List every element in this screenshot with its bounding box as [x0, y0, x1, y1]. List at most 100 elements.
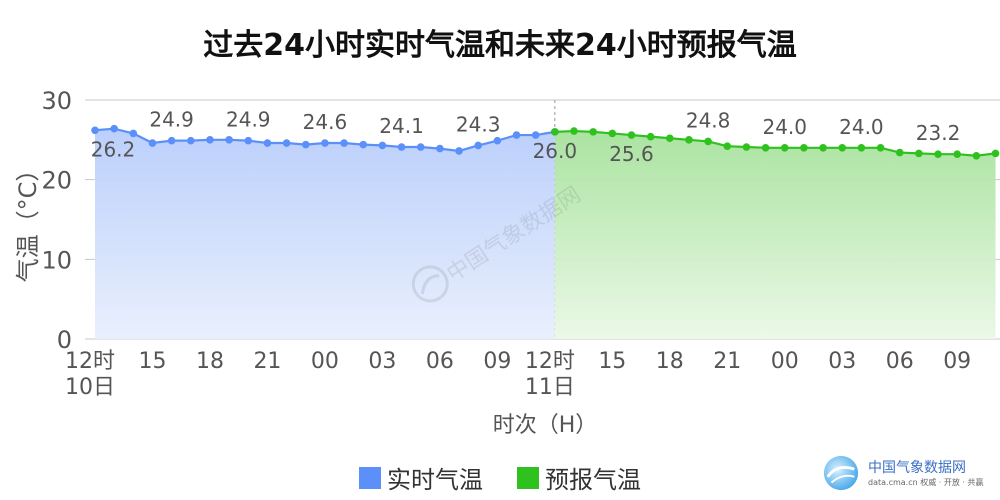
data-point: [608, 129, 617, 138]
data-label: 26.2: [91, 137, 136, 161]
data-label: 24.1: [379, 114, 424, 138]
data-point: [589, 128, 597, 136]
x-tick-label-line: 21: [253, 349, 281, 374]
x-tick-label: 15: [598, 349, 626, 374]
data-point: [742, 143, 751, 151]
chart-title: 过去24小时实时气温和未来24小时预报气温: [203, 28, 797, 63]
y-tick-label: 0: [57, 326, 72, 354]
data-point: [551, 128, 559, 136]
data-point: [225, 136, 233, 144]
y-axis-label: 气温（°C）: [14, 158, 42, 283]
x-tick-label: 18: [196, 349, 224, 374]
x-tick-label-line: 06: [426, 349, 454, 374]
x-tick-label-line: 15: [138, 349, 166, 374]
data-point: [359, 140, 368, 149]
data-point: [263, 139, 272, 147]
data-point: [780, 144, 789, 152]
data-point: [895, 148, 904, 157]
data-point: [321, 139, 329, 147]
x-tick-label: 03: [368, 349, 396, 374]
data-point: [493, 136, 502, 145]
x-tick-label-line: 03: [368, 349, 396, 374]
x-tick-label: 00: [771, 349, 799, 374]
data-point: [167, 136, 176, 145]
data-point: [761, 144, 770, 152]
x-tick-label-line: 11日: [525, 375, 575, 400]
data-label: 25.6: [609, 142, 654, 166]
x-tick-label: 06: [886, 349, 914, 374]
axes: 0 10 20 30 气温（°C） 12时 10日 15 18 21 00 03 06 09 12时 11日 1…: [14, 87, 971, 438]
area-fill-observed: [95, 128, 555, 339]
data-point: [110, 124, 118, 133]
x-tick-label-line: 09: [483, 349, 511, 374]
y-tick-label: 10: [41, 246, 72, 274]
x-tick-label-line: 21: [713, 349, 741, 374]
x-tick-label: 06: [426, 349, 454, 374]
legend-label-observed: 实时气温: [387, 466, 483, 494]
x-tick-label-line: 06: [886, 349, 914, 374]
cma-data-logo[interactable]: 中国气象数据网 data.cma.cn 权威 · 开放 · 共赢: [822, 452, 1000, 496]
x-tick-label-line: 18: [656, 349, 684, 374]
data-point: [416, 143, 425, 151]
data-point: [129, 129, 138, 138]
cma-data-logo-icon: [823, 455, 859, 491]
data-point: [876, 144, 885, 152]
data-label: 24.8: [686, 108, 731, 132]
x-tick-label: 09: [483, 349, 511, 374]
logo-name: 中国气象数据网: [868, 460, 966, 476]
data-point: [397, 143, 406, 151]
legend-swatch-forecast: [517, 466, 539, 489]
data-point: [512, 131, 521, 139]
data-point: [953, 150, 961, 158]
data-point: [800, 144, 808, 152]
legend-item-observed[interactable]: 实时气温: [359, 460, 483, 495]
x-tick-label: 12时 10日: [65, 349, 115, 400]
data-point: [666, 134, 674, 143]
data-points: [91, 124, 1000, 160]
x-tick-label-line: 00: [311, 349, 339, 374]
data-label: 24.6: [303, 110, 348, 134]
data-point: [723, 142, 732, 151]
data-point: [436, 144, 444, 153]
data-label: 24.0: [839, 115, 884, 139]
x-tick-label-line: 12时: [525, 349, 575, 374]
x-tick-label: 21: [253, 349, 281, 374]
data-point: [819, 144, 827, 152]
data-label: 24.9: [226, 108, 271, 132]
data-point: [206, 136, 214, 144]
data-label: 24.9: [149, 108, 194, 132]
data-point: [934, 150, 942, 158]
data-point: [148, 139, 157, 147]
data-point: [857, 144, 866, 152]
x-tick-label: 18: [656, 349, 684, 374]
watermark: 中国气象数据网: [392, 147, 623, 345]
data-point: [378, 141, 387, 150]
area-fills: [95, 128, 996, 339]
data-point: [991, 149, 1000, 158]
x-tick-label-line: 10日: [65, 375, 115, 400]
data-point: [627, 131, 636, 139]
data-point: [685, 136, 693, 144]
x-tick-label-line: 18: [196, 349, 224, 374]
data-point: [915, 149, 923, 158]
x-tick-label: 00: [311, 349, 339, 374]
watermark-logo-icon: [411, 265, 449, 303]
chart-legend: 实时气温 预报气温: [0, 460, 1000, 495]
area-fill-forecast: [554, 131, 996, 339]
data-point: [704, 137, 712, 146]
x-tick-label: 09: [943, 349, 971, 374]
data-point: [531, 131, 540, 139]
y-tick-label: 20: [41, 167, 72, 195]
x-axis-label: 时次（H）: [493, 413, 598, 438]
data-point: [301, 140, 310, 149]
legend-item-forecast[interactable]: 预报气温: [517, 460, 641, 495]
x-tick-label-line: 03: [828, 349, 856, 374]
data-point: [838, 144, 847, 152]
legend-swatch-observed: [359, 466, 381, 489]
data-point: [972, 151, 981, 160]
x-tick-label: 03: [828, 349, 856, 374]
x-tick-label-line: 15: [598, 349, 626, 374]
y-tick-label: 30: [41, 87, 72, 115]
data-label: 26.0: [533, 139, 578, 163]
